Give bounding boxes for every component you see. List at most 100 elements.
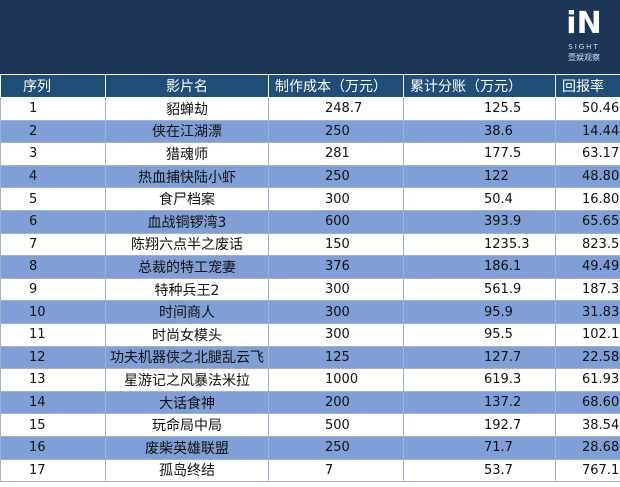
cell-production-cost: 300	[268, 277, 404, 302]
header-production-cost: 制作成本（万元）	[268, 74, 404, 98]
cell-index: 12	[0, 345, 106, 370]
cell-index: 3	[0, 142, 106, 166]
cell-production-cost: 376	[268, 255, 404, 279]
cell-production-cost: 7	[268, 458, 404, 483]
cell-film-title: 猎魂师	[105, 142, 269, 166]
cell-index: 17	[0, 458, 106, 483]
cell-film-title: 特种兵王2	[105, 277, 269, 302]
cell-return-rate: 28.68%	[555, 435, 620, 460]
cell-index: 7	[0, 232, 106, 257]
cell-film-title: 星游记之风暴法米拉	[105, 368, 269, 392]
cell-film-title: 时间商人	[105, 300, 269, 324]
cell-production-cost: 500	[268, 413, 404, 437]
cell-box-office-share: 53.7	[403, 458, 556, 483]
cell-return-rate: 48.80%	[555, 164, 620, 189]
cell-film-title: 总裁的特工宠妻	[105, 255, 269, 279]
cell-return-rate: 16.80%	[555, 187, 620, 211]
header-band	[0, 0, 620, 74]
logo-subtitle: SIGHT	[568, 43, 600, 51]
cell-return-rate: 14.44%	[555, 119, 620, 144]
film-returns-table: 序列 影片名 制作成本（万元） 累计分账（万元） 回报率 1 貂蝉劫 248.7 12…	[0, 74, 620, 483]
cell-film-title: 陈翔六点半之废话	[105, 232, 269, 257]
cell-box-office-share: 619.3	[403, 368, 556, 392]
header-film-title: 影片名	[105, 74, 269, 98]
cell-index: 8	[0, 255, 106, 279]
cell-box-office-share: 127.7	[403, 345, 556, 370]
cell-film-title: 功夫机器侠之北腿乱云飞	[105, 345, 269, 370]
header-return-rate: 回报率	[555, 74, 620, 98]
cell-film-title: 玩命局中局	[105, 413, 269, 437]
cell-return-rate: 65.65%	[555, 209, 620, 234]
header-box-office-share: 累计分账（万元）	[403, 74, 556, 98]
cell-return-rate: 22.58%	[555, 345, 620, 370]
cell-film-title: 侠在江湖漂	[105, 119, 269, 144]
cell-box-office-share: 95.9	[403, 300, 556, 324]
cell-index: 2	[0, 119, 106, 144]
cell-box-office-share: 95.5	[403, 322, 556, 347]
cell-return-rate: 102.16%	[555, 322, 620, 347]
cell-production-cost: 200	[268, 390, 404, 415]
cell-index: 4	[0, 164, 106, 189]
cell-box-office-share: 125.5	[403, 97, 556, 121]
cell-index: 9	[0, 277, 106, 302]
cell-index: 11	[0, 322, 106, 347]
cell-index: 16	[0, 435, 106, 460]
cell-return-rate: 187.30%	[555, 277, 620, 302]
cell-return-rate: 823.53%	[555, 232, 620, 257]
cell-production-cost: 281	[268, 142, 404, 166]
cell-film-title: 热血捕快陆小虾	[105, 164, 269, 189]
cell-box-office-share: 561.9	[403, 277, 556, 302]
cell-index: 1	[0, 97, 106, 121]
cell-index: 14	[0, 390, 106, 415]
cell-box-office-share: 192.7	[403, 413, 556, 437]
cell-return-rate: 31.83%	[555, 300, 620, 324]
cell-return-rate: 38.54%	[555, 413, 620, 437]
cell-production-cost: 1000	[268, 368, 404, 392]
cell-film-title: 废柴英雄联盟	[105, 435, 269, 460]
cell-production-cost: 600	[268, 209, 404, 234]
cell-box-office-share: 1235.3	[403, 232, 556, 257]
cell-production-cost: 250	[268, 435, 404, 460]
cell-index: 6	[0, 209, 106, 234]
cell-production-cost: 300	[268, 187, 404, 211]
logo-chinese-name: 壹娱观察	[568, 53, 600, 62]
cell-return-rate: 767.14%	[555, 458, 620, 483]
cell-box-office-share: 177.5	[403, 142, 556, 166]
logo-mark: iN	[566, 6, 602, 41]
cell-production-cost: 248.7	[268, 97, 404, 121]
cell-production-cost: 125	[268, 345, 404, 370]
cell-return-rate: 68.60%	[555, 390, 620, 415]
cell-index: 13	[0, 368, 106, 392]
insight-logo: iN SIGHT 壹娱观察	[556, 6, 612, 68]
table-header-row: 序列 影片名 制作成本（万元） 累计分账（万元） 回报率	[0, 74, 620, 98]
cell-box-office-share: 50.4	[403, 187, 556, 211]
cell-film-title: 貂蝉劫	[105, 97, 269, 121]
cell-film-title: 时尚女模头	[105, 322, 269, 347]
cell-production-cost: 250	[268, 164, 404, 189]
cell-index: 15	[0, 413, 106, 437]
cell-production-cost: 300	[268, 300, 404, 324]
cell-film-title: 食尸档案	[105, 187, 269, 211]
cell-return-rate: 49.49%	[555, 255, 620, 279]
cell-index: 10	[0, 300, 106, 324]
cell-index: 5	[0, 187, 106, 211]
cell-box-office-share: 122	[403, 164, 556, 189]
cell-film-title: 大话食神	[105, 390, 269, 415]
cell-film-title: 血战铜锣湾3	[105, 209, 269, 234]
